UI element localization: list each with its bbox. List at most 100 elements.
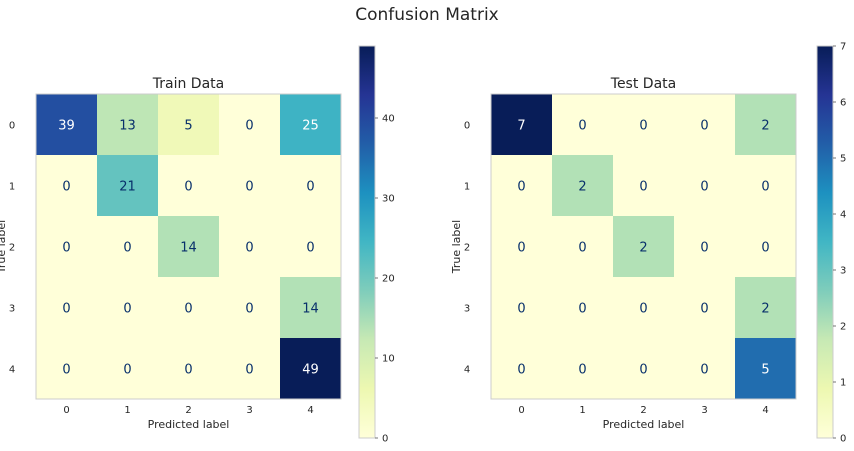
heatmap-cell (97, 94, 158, 155)
cell-value-label: 0 (700, 180, 708, 195)
heatmap-cell (613, 277, 674, 338)
cell-value-label: 0 (123, 363, 131, 378)
cell-value-label: 0 (62, 241, 70, 256)
cell-value-label: 0 (306, 241, 314, 256)
heatmap-cell (219, 277, 280, 338)
heatmap-cell (735, 338, 796, 399)
cell-value-label: 49 (302, 363, 319, 378)
heatmap-cell (219, 216, 280, 277)
colorbar-tick-label: 3 (840, 266, 846, 277)
heatmap-cell (735, 155, 796, 216)
axes-frame (490, 93, 797, 400)
heatmap-cell (674, 338, 735, 399)
colorbar-tick-label: 5 (840, 154, 846, 165)
heatmap-cell (674, 94, 735, 155)
x-tick-label: 4 (307, 405, 313, 416)
x-tick-label: 2 (185, 405, 191, 416)
heatmap-cell (552, 216, 613, 277)
heatmap-cell (735, 277, 796, 338)
cell-value-label: 0 (700, 241, 708, 256)
cell-value-label: 0 (517, 363, 525, 378)
heatmap-cell (280, 216, 341, 277)
cell-value-label: 0 (578, 241, 586, 256)
cell-value-label: 0 (184, 363, 192, 378)
heatmap-cell (674, 277, 735, 338)
cell-value-label: 0 (639, 363, 647, 378)
heatmap-cell (158, 277, 219, 338)
heatmap-cell (491, 216, 552, 277)
cell-value-label: 25 (302, 119, 319, 134)
colorbar-tick-label: 0 (382, 434, 388, 445)
cell-value-label: 0 (123, 302, 131, 317)
heatmap-cell (491, 338, 552, 399)
confusion-matrix-panel: Test Data 7 0 0 0 2 0 2 0 0 0 0 0 2 0 0 0 0 0 0 2 0 0 0 0 5 0 1 2 3 4 0… (450, 42, 846, 445)
y-tick-label: 2 (464, 243, 470, 254)
cell-value-label: 2 (761, 302, 769, 317)
y-axis-label: True label (0, 220, 8, 274)
cell-value-label: 0 (62, 302, 70, 317)
cell-value-label: 2 (761, 119, 769, 134)
axes-frame (35, 93, 342, 400)
colorbar-tick-label: 40 (382, 114, 395, 125)
cell-value-label: 0 (245, 119, 253, 134)
cell-value-label: 21 (119, 180, 136, 195)
x-tick-label: 0 (518, 405, 524, 416)
cell-value-label: 0 (700, 302, 708, 317)
cell-value-label: 39 (58, 119, 75, 134)
heatmap-cell (674, 216, 735, 277)
cell-value-label: 14 (302, 302, 319, 317)
cell-value-label: 7 (517, 119, 525, 134)
cell-value-label: 0 (184, 180, 192, 195)
cell-value-label: 0 (306, 180, 314, 195)
colorbar (816, 45, 834, 439)
y-axis-label: True label (450, 220, 463, 274)
cell-value-label: 0 (578, 119, 586, 134)
y-tick-label: 2 (9, 243, 15, 254)
cell-value-label: 0 (517, 302, 525, 317)
cell-value-label: 0 (245, 302, 253, 317)
heatmap-cell (158, 216, 219, 277)
heatmap-cell (552, 277, 613, 338)
heatmap-cell (219, 338, 280, 399)
cell-value-label: 0 (700, 119, 708, 134)
cell-value-label: 0 (123, 241, 131, 256)
x-tick-label: 3 (246, 405, 252, 416)
x-tick-label: 1 (579, 405, 585, 416)
cell-value-label: 13 (119, 119, 136, 134)
cell-value-label: 5 (761, 363, 769, 378)
heatmap-cell (552, 155, 613, 216)
heatmap-cell (97, 338, 158, 399)
heatmap-cell (36, 94, 97, 155)
colorbar-tick-label: 6 (840, 98, 846, 109)
heatmap-cell (491, 94, 552, 155)
heatmap-cell (97, 277, 158, 338)
cell-value-label: 2 (578, 180, 586, 195)
cell-value-label: 5 (184, 119, 192, 134)
colorbar-tick-label: 2 (840, 322, 846, 333)
heatmap-cell (97, 155, 158, 216)
y-tick-label: 0 (9, 121, 15, 132)
cell-value-label: 2 (639, 241, 647, 256)
cell-value-label: 0 (639, 180, 647, 195)
heatmap-cell (36, 216, 97, 277)
cell-value-label: 0 (62, 363, 70, 378)
heatmap-cell (552, 338, 613, 399)
colorbar-tick-label: 7 (840, 42, 846, 53)
cell-value-label: 0 (245, 363, 253, 378)
heatmap-cell (158, 338, 219, 399)
colorbar-tick-label: 30 (382, 194, 395, 205)
cell-value-label: 0 (700, 363, 708, 378)
cell-value-label: 0 (517, 241, 525, 256)
cell-value-label: 0 (578, 302, 586, 317)
cell-value-label: 0 (761, 180, 769, 195)
panel-title: Test Data (610, 76, 676, 92)
heatmap-cell (280, 338, 341, 399)
heatmap-cell (97, 216, 158, 277)
y-tick-label: 4 (464, 365, 470, 376)
y-tick-label: 3 (9, 304, 15, 315)
x-tick-label: 4 (762, 405, 768, 416)
x-tick-label: 0 (63, 405, 69, 416)
cell-value-label: 14 (180, 241, 197, 256)
